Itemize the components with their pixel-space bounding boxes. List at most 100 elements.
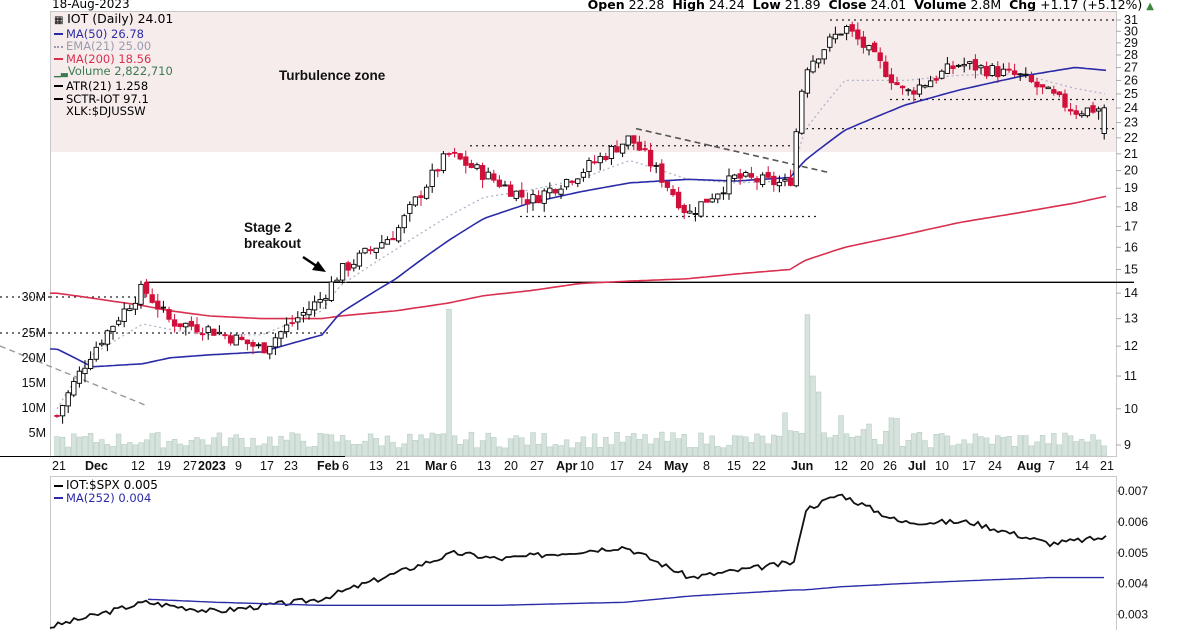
candle-body <box>367 249 374 252</box>
volume-bar <box>491 437 497 457</box>
volume-bar <box>642 434 648 457</box>
volume-bar <box>463 439 469 457</box>
candle-icon: ▦ <box>54 15 64 26</box>
candle-body <box>754 178 760 183</box>
candle-body <box>104 330 111 345</box>
up-triangle-icon: ▲ <box>1146 1 1154 12</box>
date-tick: 22 <box>752 459 766 473</box>
high-value: 24.24 <box>708 0 745 12</box>
candle-body <box>295 317 301 323</box>
date-tick: 23 <box>284 459 298 473</box>
candle-body <box>838 33 844 36</box>
candle-body <box>155 300 161 310</box>
date-tick: 17 <box>610 459 624 473</box>
candle-body <box>429 169 435 187</box>
candle-body <box>748 173 755 178</box>
volume-bar <box>373 437 379 457</box>
volume-bar <box>698 432 704 457</box>
volume-bar <box>782 412 788 457</box>
candle-body <box>726 175 732 195</box>
date-tick: 6 <box>342 459 349 473</box>
price-tick: 25 <box>1124 87 1138 101</box>
candle-body <box>983 66 990 77</box>
quote-bar: Open 22.28 High 24.24 Low 21.89 Close 24… <box>588 0 1154 12</box>
price-tick: 29 <box>1124 36 1138 50</box>
candle-body <box>871 42 878 53</box>
price-tick: 10 <box>1124 402 1138 416</box>
candle-body <box>804 69 811 94</box>
candle-body <box>491 173 497 181</box>
date-tick: Apr <box>556 459 578 473</box>
volume-bar <box>664 440 671 457</box>
candle-body <box>328 281 335 301</box>
candle-body <box>115 320 122 325</box>
candle-body <box>524 199 531 205</box>
volume-bar <box>513 435 519 457</box>
volume-bar <box>429 432 435 457</box>
volume-bar <box>619 441 626 457</box>
candle-body <box>776 181 783 187</box>
candle-body <box>160 306 167 309</box>
candle-body <box>121 308 127 322</box>
candle-body <box>843 26 850 34</box>
close-label: Close <box>828 0 867 12</box>
candle-body <box>703 198 710 203</box>
price-tick: 28 <box>1124 48 1138 62</box>
volume-bar <box>681 434 687 457</box>
volume-bar <box>558 445 564 457</box>
volume-bar <box>183 445 189 457</box>
volume-bar <box>524 444 531 457</box>
date-tick: 15 <box>727 459 741 473</box>
price-tick: 14 <box>1124 286 1138 300</box>
volume-bar <box>608 444 615 457</box>
volume-bar <box>222 446 228 457</box>
volume-bar <box>451 435 458 457</box>
volume-tick: 30M <box>22 290 46 304</box>
candle-body <box>1062 93 1068 108</box>
volume-bar <box>76 436 83 457</box>
candle-body <box>311 301 318 311</box>
volume-bar <box>345 440 351 457</box>
candle-body <box>877 52 883 62</box>
volume-bar <box>132 444 139 457</box>
candle-body <box>866 45 872 51</box>
ratio-axis: 0.007 0.006 0.005 0.004 0.003 <box>1116 484 1148 622</box>
candle-body <box>720 192 727 195</box>
candle-body <box>888 74 895 84</box>
volume-bar <box>961 439 967 457</box>
date-tick: 26 <box>883 459 897 473</box>
date-tick: 27 <box>530 459 544 473</box>
candle-body <box>468 163 475 168</box>
candle-body <box>1095 108 1102 112</box>
volume-bar <box>110 446 116 457</box>
date-tick: 12 <box>834 459 848 473</box>
volume-bar <box>362 440 368 457</box>
date-tick: Aug <box>1017 459 1042 473</box>
ratio-tick: 0.006 <box>1118 515 1148 529</box>
volume-bar <box>507 438 514 457</box>
candle-body <box>815 58 822 64</box>
price-tick: 9 <box>1124 438 1131 452</box>
candle-body <box>1101 107 1107 134</box>
candle-body <box>642 148 648 151</box>
candle-body <box>474 164 480 169</box>
candle-body <box>479 165 486 180</box>
volume-bar <box>311 446 318 457</box>
ratio-tick: 0.005 <box>1118 546 1148 560</box>
candle-body <box>59 405 66 417</box>
volume-bar <box>1039 434 1046 457</box>
low-label: Low <box>752 0 781 12</box>
volume-bar <box>82 436 88 457</box>
volume-bar <box>300 440 307 457</box>
volume-bars <box>54 309 1107 457</box>
volume-bar <box>849 436 855 457</box>
volume-label: Volume <box>914 0 967 12</box>
candle-body <box>440 153 447 171</box>
candle-body <box>283 324 290 333</box>
candle-body <box>183 322 189 328</box>
date-tick: 21 <box>1100 459 1114 473</box>
volume-bar <box>160 447 167 457</box>
volume-value: 2.8M <box>970 0 1002 12</box>
candle-body <box>317 299 323 303</box>
price-tick: 16 <box>1124 240 1138 254</box>
